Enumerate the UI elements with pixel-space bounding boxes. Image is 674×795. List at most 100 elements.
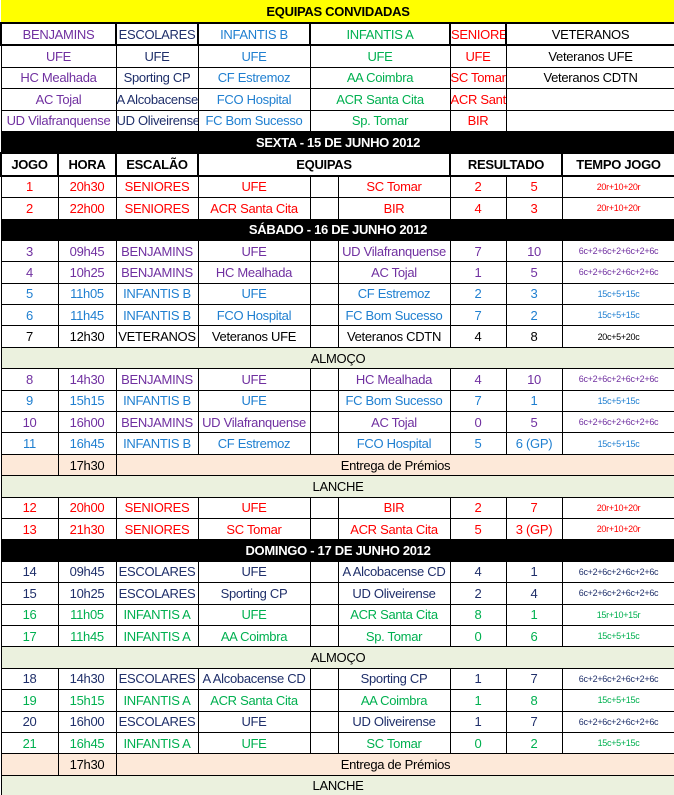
game-number: 5 [0, 282, 59, 306]
away-score: 8 [505, 689, 563, 712]
home-team: ACR Santa Cita [197, 197, 311, 220]
game-category: BENJAMINS [115, 411, 199, 434]
award-time: 17h30 [57, 453, 117, 477]
game-row: 8 14h30 BENJAMINS UFE HC Mealhada 4 10 6c+2+6c+… [0, 368, 674, 391]
game-row: 7 12h30 VETERANOS Veteranos UFE Veteranos CD… [0, 325, 674, 348]
game-number: 19 [0, 689, 59, 712]
home-score: 5 [449, 517, 507, 541]
column-header: HORA [57, 152, 117, 177]
team-cell: UFE [0, 44, 117, 68]
game-category: SENIORES [115, 197, 199, 220]
game-time: 11h45 [57, 304, 117, 327]
home-score: 2 [449, 582, 507, 605]
home-score: 0 [449, 411, 507, 434]
away-score: 1 [505, 560, 563, 584]
game-row: 12 20h00 SENIORES UFE BIR 2 7 20r+10+20r [0, 496, 674, 519]
award-label: Entrega de Prémios [115, 753, 674, 776]
vs-spacer [309, 175, 339, 199]
game-time: 14h30 [57, 368, 117, 391]
empty-cell [0, 753, 59, 776]
away-team: BIR [337, 496, 451, 519]
game-number: 2 [0, 197, 59, 220]
game-number: 6 [0, 304, 59, 327]
team-cell: BIR [449, 109, 507, 132]
game-category: INFANTIS A [115, 731, 199, 755]
team-cell: UD Vilafranquense [0, 109, 117, 132]
away-team: Sporting CP [337, 667, 451, 691]
away-score: 4 [505, 582, 563, 605]
game-time: 20h30 [57, 175, 117, 199]
award-time: 17h30 [57, 753, 117, 776]
game-category: SENIORES [115, 175, 199, 199]
game-row: 6 11h45 INFANTIS B FCO Hospital FC Bom Suces… [0, 304, 674, 327]
home-team: UFE [197, 496, 311, 519]
game-category: INFANTIS A [115, 689, 199, 712]
home-score: 2 [449, 175, 507, 199]
vs-spacer [309, 304, 339, 327]
game-category: ESCOLARES [115, 710, 199, 733]
column-header: RESULTADO [449, 152, 563, 177]
game-duration: 20c+5+20c [561, 325, 674, 348]
award-row: 17h30 Entrega de Prémios [0, 453, 674, 477]
home-team: UD Vilafranquense [197, 411, 311, 434]
vs-spacer [309, 389, 339, 413]
category-header: ESCOLARES [115, 21, 199, 47]
game-duration: 15c+5+15c [561, 304, 674, 327]
away-score: 5 [505, 411, 563, 434]
away-team: CF Estremoz [337, 282, 451, 306]
game-category: INFANTIS B [115, 432, 199, 455]
vs-spacer [309, 368, 339, 391]
home-score: 4 [449, 197, 507, 220]
vs-spacer [309, 603, 339, 626]
team-cell: A Alcobacense CD [115, 88, 199, 111]
column-header: ESCALÃO [115, 152, 199, 177]
away-team: Veteranos CDTN [337, 325, 451, 348]
game-row: 21 16h45 INFANTIS A UFE SC Tomar 0 2 15c+5+15c [0, 731, 674, 755]
game-number: 16 [0, 603, 59, 626]
game-row: 11 16h45 INFANTIS B CF Estremoz FCO Hospital… [0, 432, 674, 455]
vs-spacer [309, 582, 339, 605]
home-team: UFE [197, 389, 311, 413]
home-team: Sporting CP [197, 582, 311, 605]
home-team: UFE [197, 175, 311, 199]
game-row: 20 16h00 ESCOLARES UFE UD Oliveirense 1 7 6c+2+… [0, 710, 674, 733]
vs-spacer [309, 197, 339, 220]
away-score: 3 [505, 197, 563, 220]
away-score: 6 (GP) [505, 432, 563, 455]
day-header: DOMINGO - 17 DE JUNHO 2012 [0, 539, 674, 562]
away-team: SC Tomar [337, 731, 451, 755]
game-row: 3 09h45 BENJAMINS UFE UD Vilafranquense 7 10 6c… [0, 239, 674, 263]
home-team: UFE [197, 239, 311, 263]
away-score: 8 [505, 325, 563, 348]
away-team: FC Bom Sucesso [337, 304, 451, 327]
home-score: 5 [449, 432, 507, 455]
category-header: VETERANOS [505, 21, 674, 47]
away-team: UD Oliveirense [337, 710, 451, 733]
game-category: ESCOLARES [115, 560, 199, 584]
game-duration: 6c+2+6c+2+6c+2+6c [561, 261, 674, 284]
game-category: INFANTIS B [115, 282, 199, 306]
team-cell [505, 109, 674, 132]
game-time: 16h00 [57, 411, 117, 434]
away-score: 10 [505, 368, 563, 391]
game-category: ESCOLARES [115, 582, 199, 605]
away-team: UD Oliveirense [337, 582, 451, 605]
game-number: 4 [0, 261, 59, 284]
team-cell: UD Oliveirense [115, 109, 199, 132]
game-duration: 15c+5+15c [561, 432, 674, 455]
game-number: 20 [0, 710, 59, 733]
home-team: A Alcobacense CD [197, 667, 311, 691]
away-score: 7 [505, 667, 563, 691]
away-team: ACR Santa Cita [337, 603, 451, 626]
game-time: 20h00 [57, 496, 117, 519]
game-row: 17 11h45 INFANTIS A AA Coimbra Sp. Tomar 0 6 15… [0, 624, 674, 648]
home-team: HC Mealhada [197, 261, 311, 284]
game-duration: 6c+2+6c+2+6c+2+6c [561, 368, 674, 391]
team-cell: SC Tomar [449, 66, 507, 90]
break-label: LANCHE [0, 475, 674, 498]
game-row: 13 21h30 SENIORES SC Tomar ACR Santa Cita 5 3 … [0, 517, 674, 541]
game-row: 16 11h05 INFANTIS A UFE ACR Santa Cita 8 1 15r+… [0, 603, 674, 626]
game-time: 11h05 [57, 282, 117, 306]
game-row: 15 10h25 ESCOLARES Sporting CP UD Oliveirens… [0, 582, 674, 605]
vs-spacer [309, 517, 339, 541]
